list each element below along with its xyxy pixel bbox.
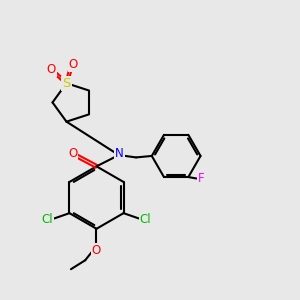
- Text: S: S: [62, 77, 71, 90]
- Text: O: O: [68, 147, 77, 160]
- Text: O: O: [69, 58, 78, 71]
- Text: N: N: [115, 147, 124, 160]
- Text: Cl: Cl: [140, 213, 151, 226]
- Text: Cl: Cl: [42, 213, 53, 226]
- Text: O: O: [92, 244, 101, 257]
- Text: F: F: [198, 172, 204, 185]
- Text: O: O: [46, 63, 56, 76]
